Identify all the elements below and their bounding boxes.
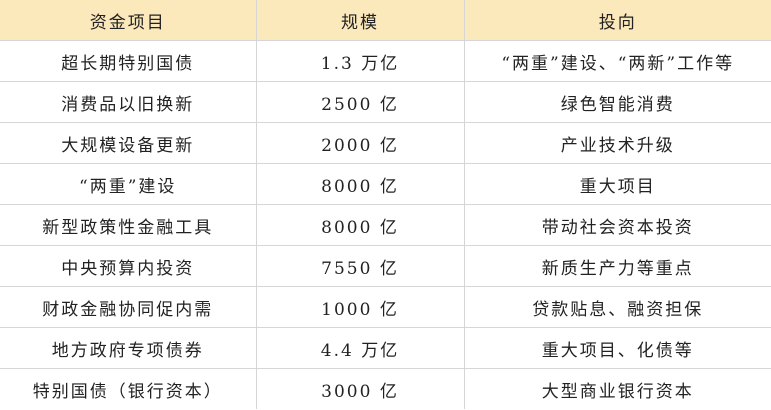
cell-scale: 2000 亿 (255, 122, 465, 164)
cell-direction: 重大项目、化债等 (463, 327, 771, 369)
table-row: 超长期特别国债 1.3 万亿 “两重”建设、“两新”工作等 (0, 40, 771, 82)
cell-scale: 7550 亿 (255, 245, 465, 287)
cell-direction: 带动社会资本投资 (463, 204, 771, 246)
cell-direction: 重大项目 (463, 163, 771, 205)
table-row: 中央预算内投资 7550 亿新质生产力等重点 (0, 245, 771, 287)
cell-direction: 大型商业银行资本 (463, 368, 771, 409)
cell-scale: 8000 亿 (255, 163, 465, 205)
cell-project: 新型政策性金融工具 (0, 204, 257, 246)
cell-project: “两重”建设 (0, 163, 257, 205)
table-row: “两重”建设 8000 亿重大项目 (0, 163, 771, 205)
cell-project: 消费品以旧换新 (0, 81, 257, 123)
cell-scale: 3000 亿 (255, 368, 465, 409)
column-header-direction: 投向 (463, 0, 771, 41)
cell-direction: 新质生产力等重点 (463, 245, 771, 287)
cell-project: 地方政府专项债券 (0, 327, 257, 369)
table-row: 财政金融协同促内需 1000 亿贷款贴息、融资担保 (0, 286, 771, 328)
cell-scale: 8000 亿 (255, 204, 465, 246)
header-row: 资金项目 规模 投向 (0, 0, 771, 41)
cell-direction: “两重”建设、“两新”工作等 (463, 40, 771, 82)
cell-direction: 贷款贴息、融资担保 (463, 286, 771, 328)
cell-scale: 1000 亿 (255, 286, 465, 328)
cell-project: 中央预算内投资 (0, 245, 257, 287)
table-row: 新型政策性金融工具 8000 亿带动社会资本投资 (0, 204, 771, 246)
column-header-project: 资金项目 (0, 0, 257, 41)
cell-direction: 产业技术升级 (463, 122, 771, 164)
cell-project: 超长期特别国债 (0, 40, 257, 82)
table-row: 消费品以旧换新 2500 亿绿色智能消费 (0, 81, 771, 123)
column-header-scale: 规模 (255, 0, 465, 41)
cell-scale: 4.4 万亿 (255, 327, 465, 369)
cell-project: 大规模设备更新 (0, 122, 257, 164)
table-row: 地方政府专项债券 4.4 万亿 重大项目、化债等 (0, 327, 771, 369)
cell-scale: 2500 亿 (255, 81, 465, 123)
cell-project: 财政金融协同促内需 (0, 286, 257, 328)
table-row: 大规模设备更新 2000 亿产业技术升级 (0, 122, 771, 164)
cell-project: 特别国债（银行资本） (0, 368, 257, 409)
table-row: 特别国债（银行资本） 3000 亿大型商业银行资本 (0, 368, 771, 409)
cell-scale: 1.3 万亿 (255, 40, 465, 82)
cell-direction: 绿色智能消费 (463, 81, 771, 123)
